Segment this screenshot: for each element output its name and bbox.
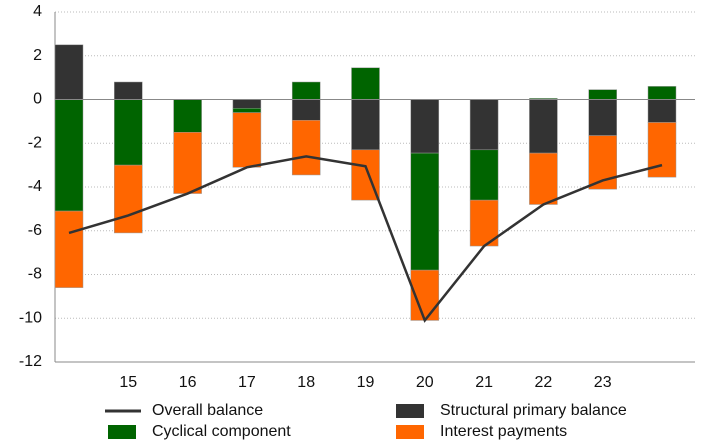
bar-segment xyxy=(469,149,499,201)
x-tick-label: 18 xyxy=(297,374,315,391)
x-tick-label: 23 xyxy=(594,374,612,391)
x-tick-label: 15 xyxy=(119,374,137,391)
bar-segment xyxy=(410,152,440,271)
bar-segment xyxy=(410,99,440,154)
bar-segment xyxy=(588,89,617,100)
y-tick-label: -4 xyxy=(28,178,42,195)
legend-swatch xyxy=(396,425,424,439)
y-tick-label: -8 xyxy=(28,266,42,283)
bar-segment xyxy=(351,67,380,100)
y-tick-label: 2 xyxy=(33,47,42,64)
bar-segment xyxy=(291,120,321,176)
bar-segment xyxy=(114,99,143,166)
y-tick-label: 0 xyxy=(33,91,42,108)
bar-segment xyxy=(588,99,617,136)
bar-segment xyxy=(173,99,202,133)
legend-label: Cyclical component xyxy=(152,423,291,440)
bar-segment xyxy=(351,99,380,151)
bar-segment xyxy=(529,152,558,205)
bar-segment xyxy=(54,210,84,288)
y-tick-label: -6 xyxy=(28,222,42,239)
x-tick-label: 22 xyxy=(535,374,553,391)
x-tick-label: 16 xyxy=(179,374,197,391)
legend-label: Structural primary balance xyxy=(440,402,627,419)
bar-segment xyxy=(114,81,143,100)
bar-segment xyxy=(469,99,499,151)
bar-segment xyxy=(232,108,262,113)
bar-segment xyxy=(54,99,84,212)
legend-label: Overall balance xyxy=(152,402,263,419)
x-tick-label: 19 xyxy=(357,374,375,391)
y-tick-label: 4 xyxy=(33,3,42,20)
bar-segment xyxy=(647,122,677,178)
bar-segment xyxy=(647,99,677,123)
bar-segment xyxy=(114,164,143,234)
bar-segment xyxy=(232,99,262,109)
y-tick-label: -2 xyxy=(28,134,42,151)
legend-swatch xyxy=(108,425,136,439)
x-tick-label: 21 xyxy=(475,374,493,391)
bar-segment xyxy=(647,86,677,100)
bar-segment xyxy=(529,99,558,154)
legend-swatch xyxy=(396,404,424,418)
x-tick-label: 20 xyxy=(416,374,434,391)
y-tick-label: -10 xyxy=(19,309,42,326)
x-tick-label: 17 xyxy=(238,374,256,391)
line-series xyxy=(68,155,663,323)
bar-segment xyxy=(291,81,321,100)
y-tick-label: -12 xyxy=(19,353,42,370)
bar-segment xyxy=(232,112,262,168)
bar-segment xyxy=(173,132,202,194)
bar-segment xyxy=(291,99,321,121)
bar-segment xyxy=(54,44,84,100)
legend-label: Interest payments xyxy=(440,423,567,440)
